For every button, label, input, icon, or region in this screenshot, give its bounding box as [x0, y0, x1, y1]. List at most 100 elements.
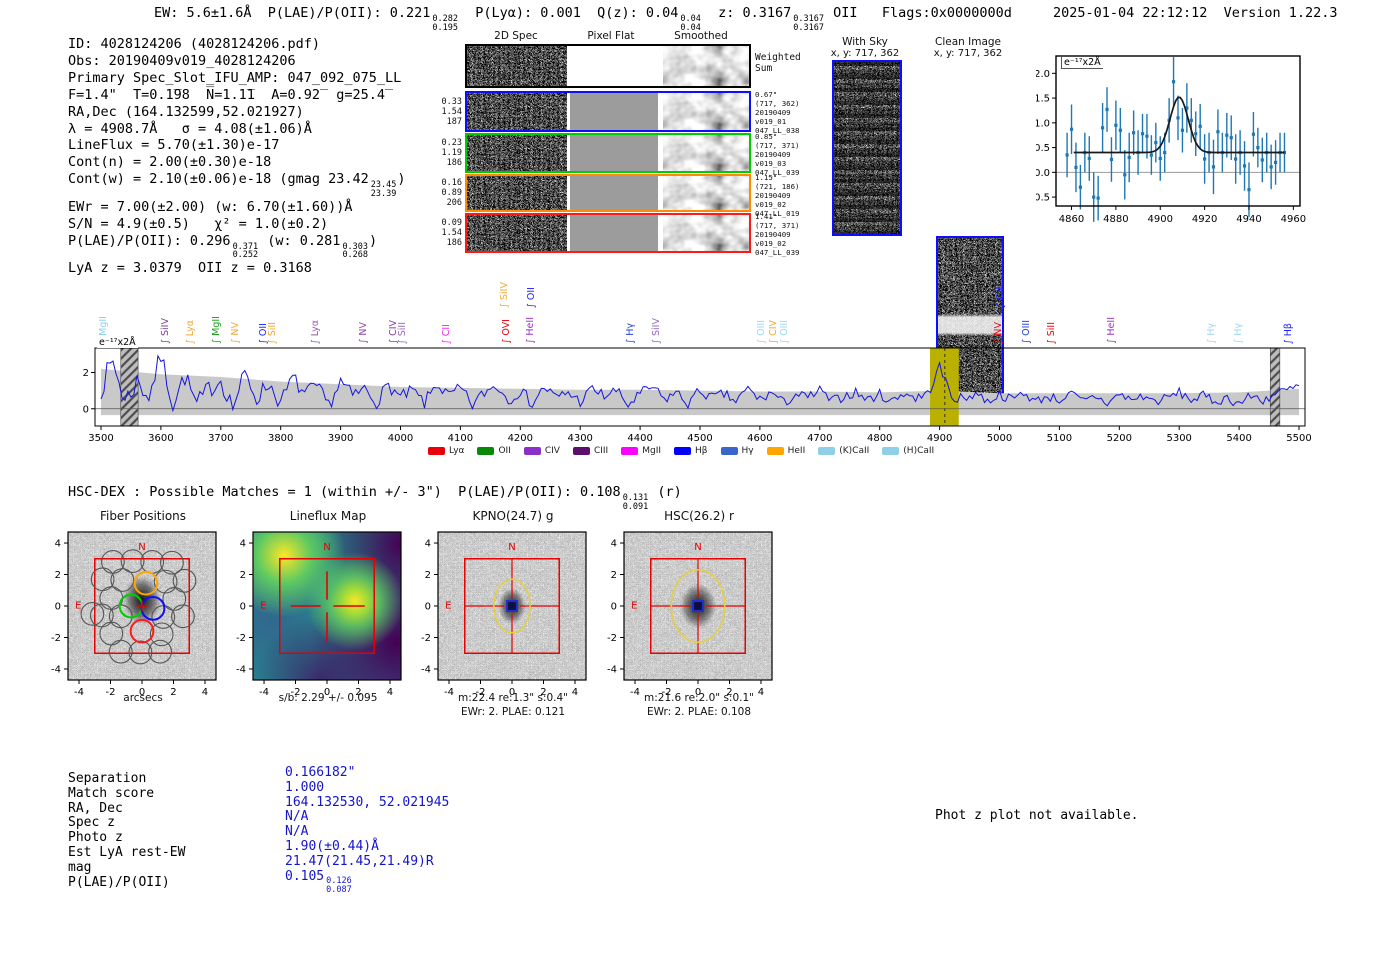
right-meta-line: 1.15" — [755, 173, 778, 182]
svg-text:-4: -4 — [259, 687, 269, 698]
info-line: Obs: 20190409v019_4028124206 — [68, 53, 405, 70]
svg-text:4500: 4500 — [687, 433, 712, 444]
svg-text:2: 2 — [170, 687, 176, 698]
spec2d-row — [465, 174, 751, 212]
noise-texture — [467, 46, 567, 86]
text-segment: Cont(w) = 2.10(±0.06)e-18 (gmag 23.42 — [68, 171, 369, 188]
svg-text:3800: 3800 — [268, 433, 293, 444]
svg-text:4920: 4920 — [1192, 214, 1217, 225]
svg-text:-4: -4 — [607, 664, 617, 675]
spec2d-header: Smoothed — [674, 30, 728, 42]
left-stat: 0.09 — [441, 218, 462, 228]
legend-swatch — [720, 447, 738, 455]
text-segment: Primary Spec_Slot_IFU_AMP: 047_092_075_L… — [68, 69, 402, 86]
svg-text:-4: -4 — [630, 687, 640, 698]
text-segment: EW: 5.6±1.6Å P(LAE)/P(OII): 0.221 — [154, 5, 431, 21]
noise-texture — [663, 215, 749, 251]
row-left-stats: 0.23 1.19 186 — [438, 138, 462, 168]
text-segment: λ = 4908.7Å σ = 4.08(±1.06)Å — [68, 120, 312, 137]
row-right-meta: 0.67" (717, 362) 20190409 v019_01 047_LL_038 — [755, 90, 800, 135]
right-meta-line: 20190409 — [755, 230, 791, 239]
spec2d-header: Pixel Flat — [587, 30, 635, 42]
text-segment: P(Lyα): 0.001 Q(z): 0.04 — [458, 5, 679, 21]
spec2d-image — [467, 215, 567, 251]
right-meta-line: 20190409 — [755, 108, 791, 117]
svg-text:4: 4 — [425, 539, 431, 550]
right-meta-line: 047_LL_039 — [755, 248, 800, 257]
noise-texture — [663, 46, 749, 86]
svg-text:N: N — [508, 542, 515, 553]
right-meta-line: (717, 362) — [755, 99, 800, 108]
svg-text:4960: 4960 — [1281, 214, 1306, 225]
svg-text:N: N — [323, 542, 330, 553]
match-value: 1.000 — [285, 780, 449, 796]
info-line: S/N = 4.9(±0.5) χ² = 1.0(±0.2) — [68, 216, 405, 233]
spectrum-legend: Lyα OII CIV CIII MgII Hβ Hγ HeII (K)CaII (H)CaII — [428, 446, 947, 456]
legend-label: CIV — [544, 446, 560, 456]
spec2d-header: 2D Spec — [494, 30, 538, 42]
row-left-stats: 0.33 1.54 187 — [438, 97, 462, 127]
svg-text:3900: 3900 — [328, 433, 353, 444]
noise-texture — [663, 176, 749, 210]
panel-caption-lineflux: s/b: 2.29 +/- 0.095 — [278, 692, 378, 704]
right-meta-line: 1.41" — [755, 212, 778, 221]
svg-text:2: 2 — [55, 570, 61, 581]
panel-image: -4 -4 -2 -2 0 0 2 2 4 4 N E — [599, 524, 799, 724]
pixel-flat-image — [570, 176, 658, 210]
match-label: Match score — [68, 785, 155, 801]
right-meta-line: 20190409 — [755, 150, 791, 159]
text-segment: LineFlux = 5.70(±1.30)e-17 — [68, 137, 280, 154]
text-segment: S/N = 4.9(±0.5) χ² = 1.0(±0.2) — [68, 215, 329, 232]
legend-item: Lyα — [428, 446, 464, 456]
svg-text:2: 2 — [726, 687, 732, 698]
legend-item: CIV — [523, 446, 560, 456]
smoothed-image — [661, 135, 749, 171]
svg-text:4940: 4940 — [1236, 214, 1261, 225]
right-meta-line: 047_LL_039 — [755, 168, 800, 177]
text-segment: (w: 0.281 — [259, 232, 341, 249]
summary-stats-line: EW: 5.6±1.6Å P(LAE)/P(OII): 0.221 0.282 0.… — [154, 5, 1012, 33]
svg-text:E: E — [445, 600, 451, 611]
sky-panel-title: With Sky — [842, 36, 888, 48]
row-right-meta: 1.41" (717, 371) 20190409 v019_02 047_LL_039 — [755, 212, 800, 257]
svg-text:4200: 4200 — [508, 433, 533, 444]
smoothed-image — [661, 93, 749, 130]
match-value: N/A — [285, 824, 449, 840]
legend-label: Hβ — [695, 446, 708, 456]
stacked-fraction: 0.3167 0.3167 — [793, 13, 824, 33]
match-value: 0.166182" — [285, 765, 449, 781]
right-meta-line: 0.67" — [755, 90, 778, 99]
left-stat: 1.54 — [441, 106, 462, 117]
noise-texture — [467, 135, 567, 171]
legend-item: Hβ — [674, 446, 708, 456]
svg-text:4400: 4400 — [627, 433, 652, 444]
row-left-stats: 0.16 0.89 206 — [438, 178, 462, 208]
stacked-fraction: 0.126 0.087 — [326, 876, 352, 896]
svg-text:-4: -4 — [444, 687, 454, 698]
right-meta-line: (717, 371) — [755, 221, 800, 230]
svg-text:4880: 4880 — [1103, 214, 1128, 225]
match-label: mag — [68, 859, 92, 875]
svg-text:4900: 4900 — [1148, 214, 1173, 225]
legend-item: (H)CaII — [882, 446, 934, 456]
svg-text:0.0: 0.0 — [1036, 168, 1050, 179]
panel-axes-fiber: -4 -4 -2 -2 0 0 2 2 4 4 N E — [51, 531, 217, 698]
svg-text:-2: -2 — [106, 687, 116, 698]
svg-text:2: 2 — [540, 687, 546, 698]
match-value: 164.132530, 52.021945 — [285, 795, 449, 811]
panel-lineflux: -4 -4 -2 -2 0 0 2 2 4 4 N E — [228, 524, 428, 724]
svg-text:-2: -2 — [476, 687, 486, 698]
right-meta-line: v019_02 — [755, 239, 787, 248]
right-meta-line: v019_03 — [755, 159, 787, 168]
panel-caption2-image: EWr: 2. PLAE: 0.108 — [646, 706, 752, 718]
legend-label: HeII — [787, 446, 806, 456]
svg-text:4: 4 — [55, 539, 61, 550]
info-line: RA,Dec (164.132599,52.021927) — [68, 104, 405, 121]
line-fit-plot: 4860 4880 4900 4920 4940 4960 -0.5 0.0 0.5 1.0 1.5… — [1036, 55, 1306, 225]
with-sky-image — [832, 60, 902, 236]
left-stat: 0.33 — [441, 96, 462, 107]
svg-text:4: 4 — [572, 687, 578, 698]
pixel-flat-image — [570, 93, 658, 130]
text-segment: EWr = 7.00(±2.00) (w: 6.70(±1.60))Å — [68, 198, 353, 215]
svg-text:-2: -2 — [236, 633, 246, 644]
